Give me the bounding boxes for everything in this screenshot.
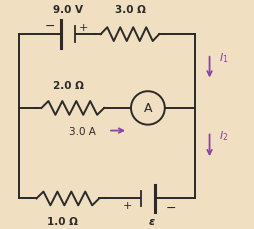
Text: ε: ε xyxy=(148,216,154,226)
Text: 9.0 V: 9.0 V xyxy=(53,5,83,15)
Text: 2.0 Ω: 2.0 Ω xyxy=(53,81,83,91)
Text: −: − xyxy=(45,20,55,33)
Text: A: A xyxy=(143,102,152,115)
Text: −: − xyxy=(165,201,175,213)
Text: 1.0 Ω: 1.0 Ω xyxy=(47,216,77,226)
Text: $I_2$: $I_2$ xyxy=(219,129,228,143)
Text: +: + xyxy=(122,201,131,210)
Text: 3.0 Ω: 3.0 Ω xyxy=(114,5,145,15)
Text: $I_1$: $I_1$ xyxy=(219,51,228,64)
Text: +: + xyxy=(78,23,88,33)
Text: 3.0 A: 3.0 A xyxy=(69,126,96,136)
